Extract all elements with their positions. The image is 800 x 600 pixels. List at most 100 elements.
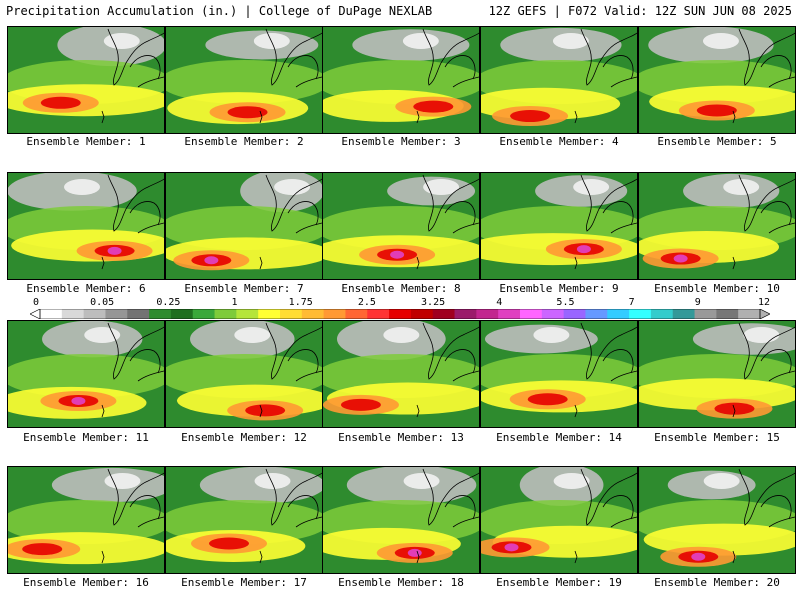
precip-band-light [8,500,164,544]
lake-michigan-outline [107,322,164,380]
precip-map [323,321,479,427]
river-outline [101,256,105,270]
dry-area-shade [64,179,101,195]
lake-erie-outline [768,76,795,88]
lake-michigan-outline [580,28,637,86]
ensemble-member-label: Ensemble Member: 5 [657,135,777,148]
precip-map [639,467,795,573]
precip-map [323,467,479,573]
lake-huron-outline [602,495,634,520]
ensemble-member-label: Ensemble Member: 4 [499,135,619,148]
precip-map [8,467,164,573]
lake-huron-outline [444,349,476,374]
lake-erie-outline [137,222,164,234]
colorbar-swatch [301,309,325,319]
lake-michigan-outline [422,322,479,380]
lake-erie-outline [768,516,795,528]
precip-band-light [8,354,164,398]
lake-michigan-outline [265,468,322,526]
river-outline [416,404,420,418]
ensemble-map-panel [480,466,638,574]
river-outline [416,110,420,124]
colorbar-outline [39,309,761,319]
dry-area-shade [703,473,740,489]
precip-core-red [208,537,249,550]
lake-huron-outline [760,495,792,520]
colorbar-swatch [40,309,63,319]
precip-core-max [576,245,591,254]
lake-michigan-outline [107,174,164,232]
lake-huron-outline [129,495,161,520]
colorbar-tick-label: 3.25 [421,297,446,308]
ensemble-map-panel [480,172,638,280]
ensemble-member-label: Ensemble Member: 9 [499,282,619,295]
dry-area-shade [103,33,140,49]
colorbar-swatch [738,309,761,319]
colorbar-swatch [236,309,259,319]
precip-core-max [407,548,422,557]
lake-erie-outline [768,370,795,382]
colorbar-swatch [520,309,543,319]
ensemble-map-panel [322,26,480,134]
precip-core-red [40,96,81,109]
precip-core-red [340,398,381,411]
lake-huron-outline [760,201,792,226]
river-outline [574,256,578,270]
precipitation-colorbar [30,309,770,319]
ensemble-map-panel [480,26,638,134]
river-outline [259,404,263,418]
ensemble-member-label: Ensemble Member: 20 [654,576,780,589]
river-outline [259,550,263,564]
lake-erie-outline [295,516,322,528]
river-outline [732,550,736,564]
precip-map [481,467,637,573]
river-outline [732,404,736,418]
colorbar-tick-label: 0.25 [156,297,181,308]
colorbar-tick-label: 9 [694,297,701,308]
lake-erie-outline [452,516,479,528]
lake-huron-outline [602,349,634,374]
colorbar-swatch [345,309,368,319]
lake-erie-outline [452,370,479,382]
precip-core-red [245,404,286,417]
lake-huron-outline [760,349,792,374]
colorbar-swatch [432,309,456,319]
colorbar-swatch [389,309,412,319]
ensemble-member-label: Ensemble Member: 1 [26,135,146,148]
colorbar-tick-label: 12 [757,297,771,308]
colorbar-swatch [672,309,696,319]
precip-core-max [71,396,86,405]
colorbar-swatch [476,309,499,319]
ensemble-map-panel [480,320,638,428]
ensemble-member-label: Ensemble Member: 6 [26,282,146,295]
ensemble-member-label: Ensemble Member: 2 [184,135,304,148]
lake-michigan-outline [107,28,164,86]
lake-erie-outline [295,222,322,234]
ensemble-map-panel [165,466,323,574]
ensemble-map-panel [638,320,796,428]
lake-michigan-outline [107,468,164,526]
ensemble-member-label: Ensemble Member: 10 [654,282,780,295]
lake-erie-outline [610,222,637,234]
ensemble-map-panel [165,320,323,428]
lake-michigan-outline [738,468,795,526]
ensemble-member-label: Ensemble Member: 19 [496,576,622,589]
dry-area-shade [553,473,590,489]
colorbar-swatch [585,309,608,319]
lake-huron-outline [602,201,634,226]
lake-huron-outline [129,55,161,80]
colorbar-swatch [61,309,85,319]
dry-area-shade [253,33,290,49]
colorbar-swatch [323,309,346,319]
lake-erie-outline [137,516,164,528]
colorbar-swatch [454,309,477,319]
lake-huron-outline [129,201,161,226]
dry-area-shade [274,179,311,195]
lake-erie-outline [610,516,637,528]
precip-map [481,173,637,279]
dry-area-shade [423,179,460,195]
colorbar-swatch [607,309,630,319]
precip-band-yellow [643,523,795,556]
precip-core-max [107,246,122,255]
colorbar-tick-label: 1 [231,297,238,308]
